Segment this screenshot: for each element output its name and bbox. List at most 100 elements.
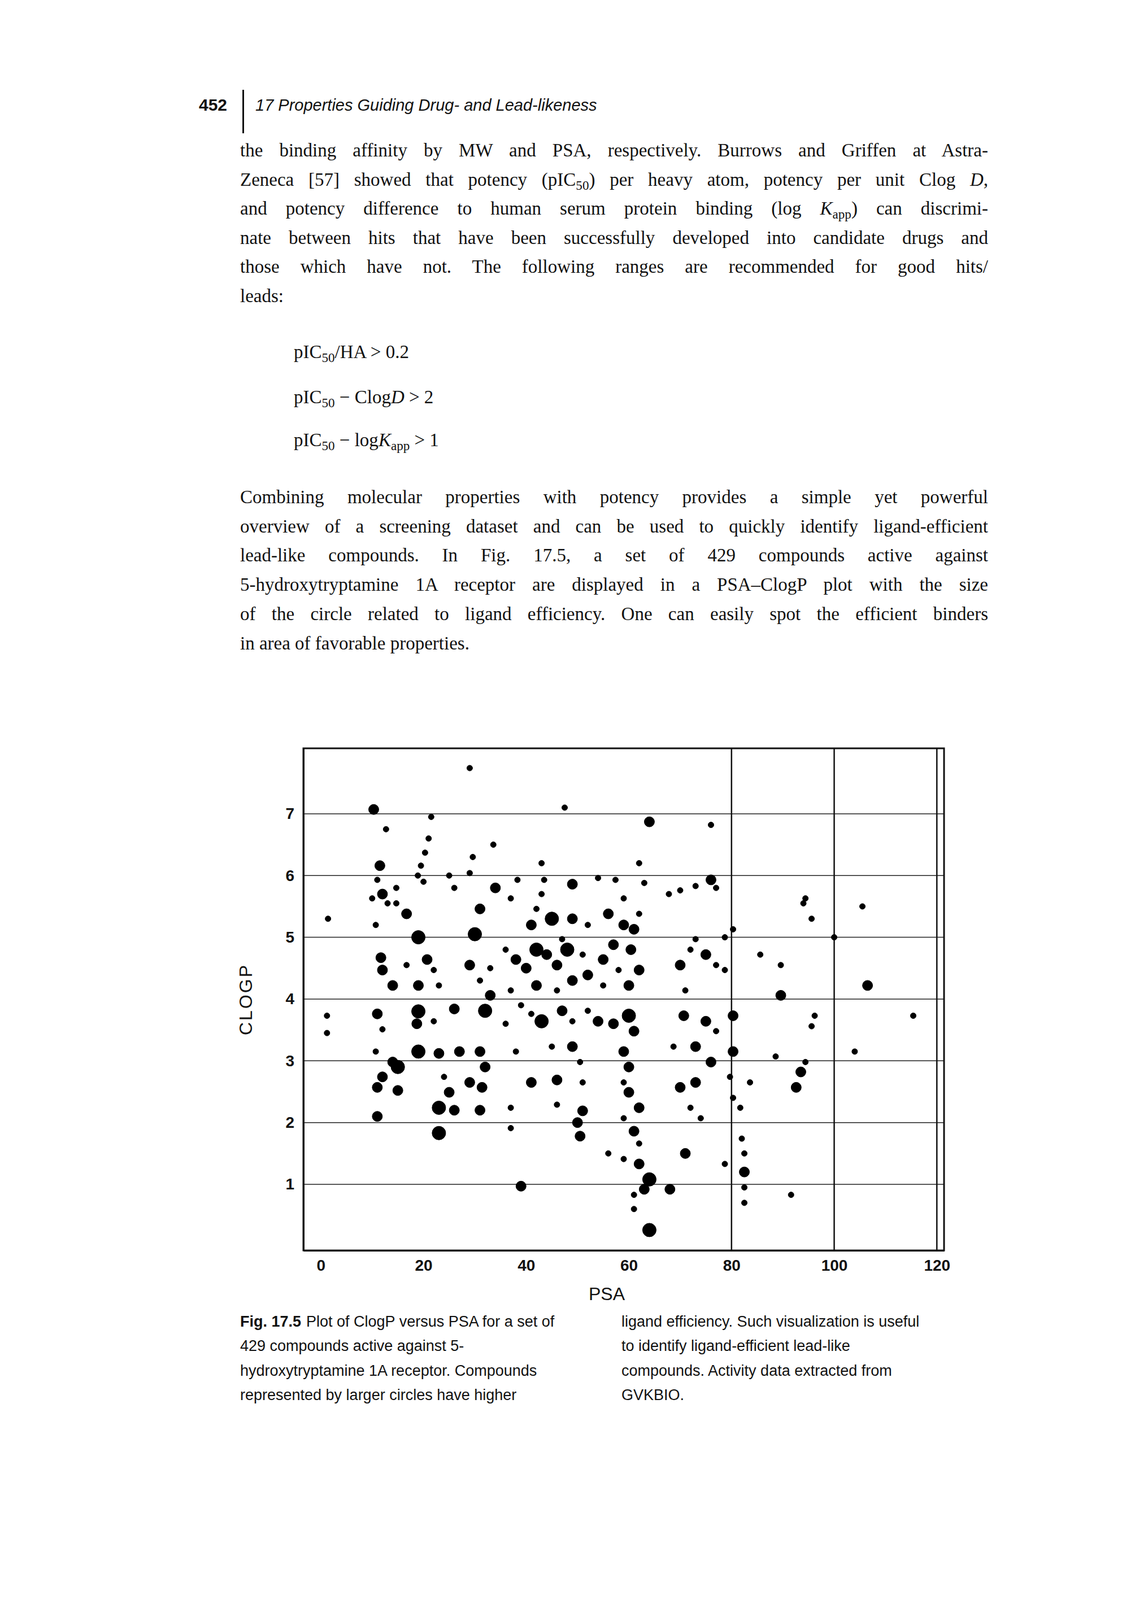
point xyxy=(623,1087,634,1098)
point xyxy=(466,870,473,877)
point xyxy=(664,1184,676,1195)
point xyxy=(603,909,614,920)
subscript: 50 xyxy=(322,395,336,411)
point xyxy=(372,1082,383,1093)
text-line: Combining molecular properties with pote… xyxy=(240,482,989,512)
point xyxy=(390,1060,405,1074)
reference-line xyxy=(833,748,836,1251)
point xyxy=(777,962,784,969)
text: Combining molecular properties with pote… xyxy=(240,486,989,508)
text-line: of the circle related to ligand efficien… xyxy=(240,599,989,629)
point xyxy=(476,1082,487,1093)
point xyxy=(441,1074,447,1081)
point xyxy=(372,1049,379,1055)
text: GVKBIO. xyxy=(621,1386,685,1404)
point xyxy=(600,983,607,989)
page-number: 452 xyxy=(198,93,228,117)
point xyxy=(623,980,634,991)
point xyxy=(636,1141,642,1147)
text: pIC xyxy=(293,386,323,408)
point xyxy=(490,883,501,894)
point xyxy=(446,872,452,879)
point xyxy=(507,1105,514,1111)
y-axis-line xyxy=(302,749,305,1252)
point xyxy=(582,970,593,981)
point xyxy=(584,1008,591,1015)
x-tick-label: 120 xyxy=(923,1257,951,1275)
point xyxy=(551,1075,563,1086)
running-title: 17 Properties Guiding Drug- and Lead-lik… xyxy=(255,93,598,117)
chart: 0204060801001201234567PSACLOGP xyxy=(0,0,1135,1600)
point xyxy=(809,1023,815,1030)
grid xyxy=(303,748,945,1251)
y-axis-title: CLOGP xyxy=(235,963,256,1036)
point xyxy=(475,1046,486,1058)
point xyxy=(436,983,442,989)
point xyxy=(507,1125,514,1132)
grid-line-y xyxy=(303,998,945,1000)
x-tick: 20 xyxy=(415,1250,433,1275)
point xyxy=(722,967,728,974)
text-line: nate between hits that have been success… xyxy=(240,223,989,253)
text: and potency difference to human serum pr… xyxy=(240,198,821,219)
point xyxy=(636,860,642,867)
point xyxy=(431,967,437,974)
text: nate between hits that have been success… xyxy=(240,227,989,249)
point xyxy=(428,814,434,820)
equation: pIC50 − logKapp > 1 xyxy=(293,425,439,455)
point xyxy=(411,931,426,945)
point xyxy=(383,826,389,833)
text: pIC xyxy=(293,341,323,363)
grid-line-y xyxy=(303,1122,945,1124)
point xyxy=(772,1054,779,1060)
y-tick-label: 6 xyxy=(285,867,295,885)
caption-line: ligand efficiency. Such visualization is… xyxy=(621,1310,920,1334)
point xyxy=(706,1057,717,1068)
point xyxy=(623,1062,634,1073)
points xyxy=(324,765,917,1238)
point xyxy=(420,879,427,885)
point xyxy=(562,805,568,811)
point xyxy=(475,903,486,915)
point xyxy=(741,1150,748,1157)
point xyxy=(796,1067,807,1078)
point xyxy=(618,920,629,931)
point xyxy=(741,1200,748,1207)
text: the binding affinity by MW and PSA, resp… xyxy=(240,140,989,161)
reference-line xyxy=(936,748,938,1251)
point xyxy=(375,953,386,964)
point xyxy=(372,1111,383,1123)
point xyxy=(730,1095,737,1102)
point xyxy=(620,1080,627,1086)
x-tick-label: 100 xyxy=(821,1257,849,1275)
text: > 2 xyxy=(404,386,434,408)
point xyxy=(557,1006,568,1017)
point xyxy=(620,1156,627,1163)
point xyxy=(636,911,642,917)
caption-line: GVKBIO. xyxy=(621,1383,685,1408)
italic: D xyxy=(390,386,405,408)
point xyxy=(464,1077,475,1089)
caption-line: compounds. Activity data extracted from xyxy=(621,1359,893,1384)
point xyxy=(451,885,458,891)
point xyxy=(675,960,686,971)
y-tick-label: 7 xyxy=(285,805,295,823)
point xyxy=(608,1019,619,1030)
point xyxy=(529,942,544,957)
text: Plot of ClogP versus PSA for a set of xyxy=(306,1313,555,1331)
point xyxy=(475,1105,486,1116)
point xyxy=(579,1080,586,1086)
point xyxy=(413,980,424,991)
grid-line-y xyxy=(303,875,945,877)
point xyxy=(739,1167,750,1178)
x-tick: 80 xyxy=(723,1250,741,1275)
x-tick-label: 40 xyxy=(517,1257,536,1275)
italic: K xyxy=(820,198,833,219)
point xyxy=(372,922,379,929)
point xyxy=(444,1087,455,1098)
point xyxy=(324,1012,330,1019)
point xyxy=(538,860,545,867)
point xyxy=(387,980,398,991)
point xyxy=(757,951,764,958)
y-tick-label: 3 xyxy=(285,1052,295,1071)
